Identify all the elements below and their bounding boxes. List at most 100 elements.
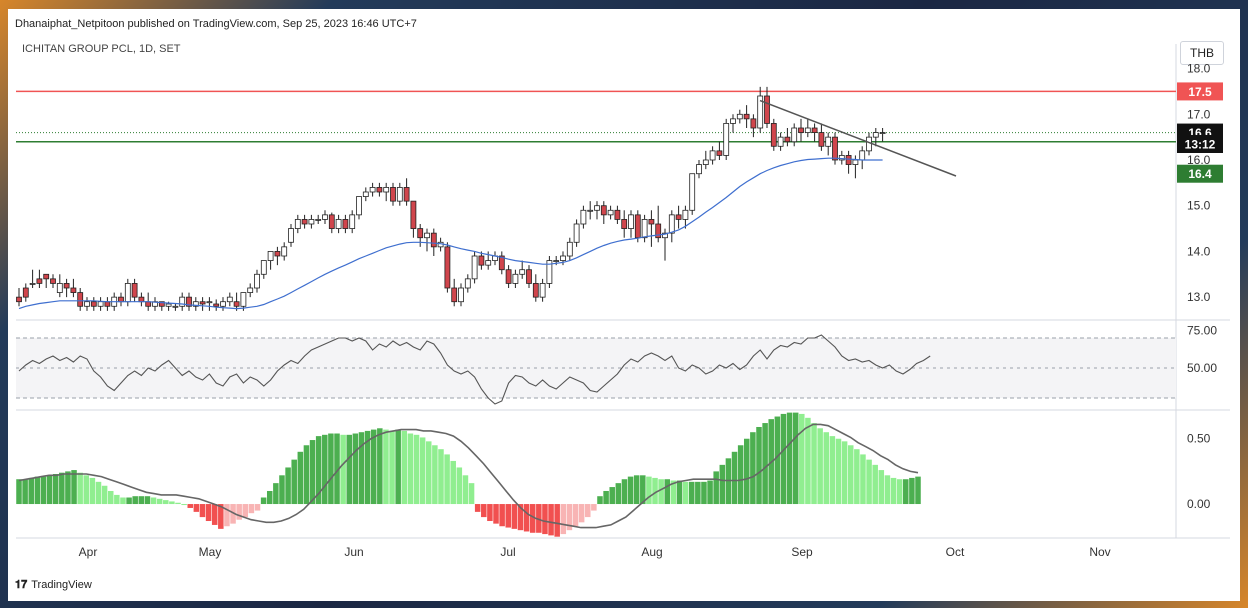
candle: [254, 273, 260, 289]
candle: [845, 155, 852, 165]
macd-histogram-bar: [829, 436, 836, 505]
candle: [199, 301, 206, 305]
macd-histogram-bar: [95, 481, 102, 505]
macd-histogram-bar: [114, 494, 120, 505]
macd-histogram-bar: [273, 483, 279, 505]
candle: [784, 136, 791, 143]
candle: [315, 219, 322, 221]
macd-histogram-bar: [169, 501, 175, 505]
candle: [43, 273, 50, 280]
macd-histogram-bar: [792, 412, 799, 505]
candle: [396, 187, 403, 202]
candle: [138, 296, 145, 303]
macd-histogram-bar: [46, 475, 53, 505]
candle: [600, 205, 607, 216]
macd-histogram-bar: [548, 504, 554, 536]
price-axis-label: 17.0: [1187, 107, 1211, 121]
macd-histogram-bar: [77, 472, 83, 505]
macd-histogram-bar: [780, 413, 787, 505]
time-axis-label: May: [199, 545, 222, 559]
macd-histogram-bar: [425, 441, 432, 505]
macd-histogram-bar: [591, 504, 597, 511]
macd-histogram-bar: [328, 433, 334, 505]
candle: [709, 150, 716, 161]
candle: [186, 296, 192, 307]
macd-histogram-bar: [242, 504, 249, 518]
publisher-line: Dhanaiphat_Netpitoon published on Tradin…: [15, 18, 417, 30]
candle: [716, 150, 723, 156]
currency-button[interactable]: THB: [1180, 41, 1224, 65]
macd-histogram-bar: [187, 504, 193, 508]
candle: [838, 155, 845, 161]
macd-histogram-bar: [652, 477, 658, 505]
macd-histogram-bar: [199, 504, 206, 518]
macd-histogram-bar: [903, 479, 909, 505]
macd-histogram-bar: [224, 504, 230, 527]
candle: [267, 251, 274, 261]
macd-histogram-bar: [22, 479, 28, 505]
price-axis-label: 15.0: [1187, 199, 1211, 213]
trendline: [759, 99, 957, 177]
candle: [172, 305, 179, 308]
tradingview-brand[interactable]: 𝟏𝟕 TradingView: [15, 579, 92, 592]
macd-histogram-bar: [786, 412, 793, 505]
candle: [580, 209, 587, 225]
candle: [70, 287, 77, 293]
macd-histogram-bar: [701, 481, 707, 505]
macd-histogram-bar: [315, 436, 322, 505]
candle: [743, 113, 750, 120]
macd-histogram-bar: [756, 426, 762, 505]
candle: [288, 228, 294, 243]
macd-histogram-bar: [340, 434, 346, 505]
macd-histogram-bar: [750, 432, 756, 505]
macd-signal-line: [18, 423, 919, 529]
candle: [811, 127, 818, 133]
candle: [730, 118, 736, 124]
macd-histogram-bar: [762, 423, 768, 505]
candle: [356, 196, 362, 216]
candle: [573, 223, 580, 243]
macd-histogram-bar: [872, 464, 878, 505]
macd-histogram-bar: [377, 428, 383, 505]
moving-average-line: [18, 157, 883, 310]
macd-histogram-bar: [744, 438, 750, 505]
macd-histogram-bar: [65, 471, 71, 505]
macd-histogram-bar: [578, 504, 585, 523]
candle: [641, 219, 648, 239]
macd-histogram-bar: [266, 490, 273, 505]
macd-histogram-bar: [34, 476, 41, 505]
macd-histogram-bar: [303, 445, 310, 505]
macd-histogram-bar: [71, 470, 77, 505]
macd-histogram-bar: [364, 430, 371, 505]
candle: [512, 273, 519, 284]
candle: [498, 255, 505, 271]
candle: [97, 301, 104, 307]
macd-histogram-bar: [358, 432, 365, 505]
candle: [301, 219, 308, 225]
candle: [662, 232, 668, 239]
candle: [417, 228, 424, 239]
macd-histogram-bar: [352, 433, 359, 505]
macd-histogram-bar: [297, 451, 304, 505]
macd-histogram-bar: [144, 496, 151, 505]
candle: [63, 283, 70, 289]
candle: [335, 219, 342, 229]
candle: [723, 123, 730, 156]
macd-histogram-bar: [285, 467, 291, 505]
macd-histogram-bar: [566, 504, 573, 531]
macd-histogram-bar: [529, 504, 536, 533]
candle: [158, 301, 165, 307]
candle: [478, 255, 485, 266]
macd-histogram-bar: [835, 438, 842, 505]
candle: [369, 187, 376, 193]
candle: [852, 159, 859, 165]
candle: [614, 209, 621, 220]
macd-histogram-bar: [218, 504, 224, 529]
candle: [226, 296, 233, 303]
macd-histogram-bar: [395, 429, 401, 505]
candle: [566, 241, 573, 257]
macd-histogram-bar: [878, 470, 885, 505]
candle: [560, 255, 566, 261]
macd-histogram-bar: [499, 504, 505, 527]
